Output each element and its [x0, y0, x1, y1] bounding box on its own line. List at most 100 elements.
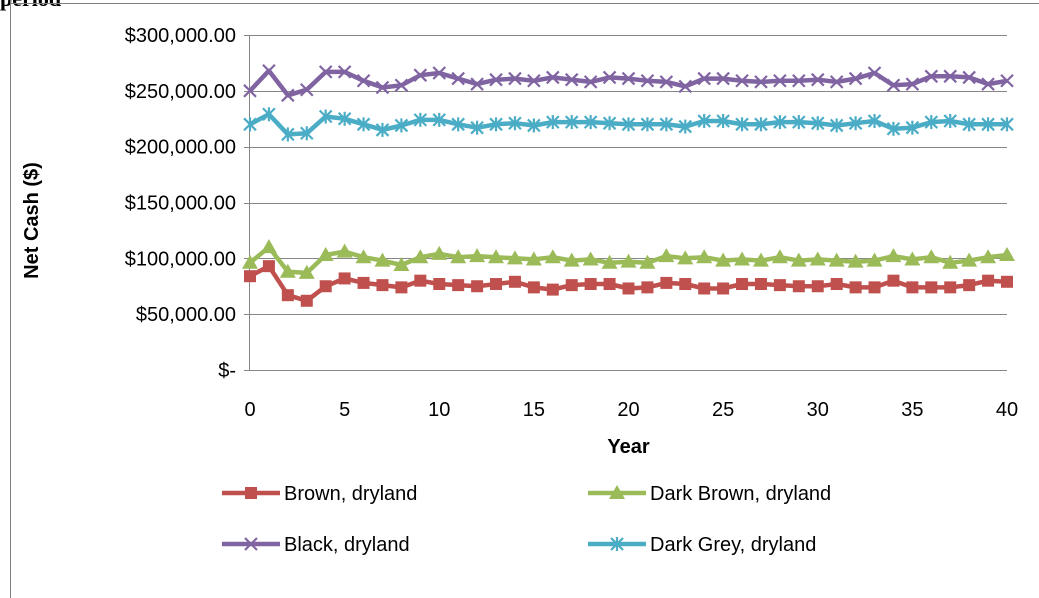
- series-group: [242, 63, 1015, 307]
- data-point-s1-15: [525, 251, 542, 266]
- data-point-s0-3: [300, 294, 313, 307]
- data-point-s3-37: [943, 113, 958, 128]
- data-point-s0-27: [754, 278, 767, 291]
- data-point-s1-26: [734, 251, 751, 266]
- y-tick-label-3: $150,000.00: [125, 193, 236, 215]
- data-point-s2-9: [413, 68, 428, 82]
- data-point-s3-24: [697, 113, 711, 128]
- data-point-s0-23: [679, 278, 692, 291]
- data-point-s1-6: [355, 249, 372, 264]
- data-point-s1-17: [563, 252, 580, 267]
- y-tick-label-1: $50,000.00: [136, 304, 236, 326]
- data-point-s3-39: [981, 117, 995, 132]
- data-point-s3-19: [602, 116, 617, 131]
- data-point-s2-36: [924, 69, 939, 84]
- data-point-s0-33: [868, 281, 881, 294]
- data-point-s1-34: [885, 248, 902, 263]
- data-point-s0-37: [944, 281, 957, 294]
- data-point-s1-18: [582, 251, 599, 266]
- data-point-s3-2: [281, 127, 295, 142]
- data-point-s1-10: [431, 245, 448, 260]
- data-point-s2-28: [773, 74, 787, 88]
- data-point-s1-21: [639, 254, 656, 269]
- data-point-s1-23: [677, 250, 694, 265]
- data-point-s0-14: [508, 275, 521, 288]
- data-point-s1-13: [488, 249, 505, 264]
- data-point-s2-34: [886, 78, 901, 93]
- data-point-s1-40: [999, 246, 1015, 261]
- x-tick-label-3: 15: [523, 399, 545, 421]
- data-point-s0-20: [622, 282, 635, 295]
- data-point-s1-16: [544, 249, 561, 264]
- data-point-s1-2: [279, 263, 296, 278]
- y-tick-label-0: $-: [218, 360, 236, 382]
- legend-label-0: Brown, dryland: [284, 483, 417, 505]
- data-point-s0-32: [849, 281, 862, 294]
- data-point-s0-18: [584, 278, 597, 291]
- data-point-s3-13: [489, 117, 503, 132]
- data-point-s1-35: [904, 251, 921, 266]
- data-point-s1-0: [242, 254, 258, 269]
- data-point-s2-24: [697, 71, 711, 86]
- data-point-s2-2: [281, 88, 295, 103]
- data-point-s0-8: [395, 281, 408, 294]
- data-point-s2-16: [546, 70, 560, 85]
- data-point-s3-0: [243, 117, 257, 132]
- data-point-s0-28: [773, 279, 786, 292]
- data-point-s2-18: [583, 75, 598, 89]
- series-0: [244, 260, 1013, 307]
- data-point-s3-5: [337, 111, 352, 126]
- data-point-s1-4: [317, 246, 334, 261]
- data-point-s0-30: [811, 280, 824, 293]
- data-point-s1-25: [715, 252, 732, 267]
- data-point-s3-34: [886, 121, 901, 136]
- data-point-s0-19: [603, 278, 616, 291]
- legend-item-1: Dark Brown, dryland: [588, 483, 831, 505]
- y-tick-label-6: $300,000.00: [125, 25, 236, 47]
- y-tick-label-2: $100,000.00: [125, 248, 236, 270]
- data-point-s2-19: [602, 70, 617, 85]
- data-point-s0-0: [244, 270, 256, 283]
- data-point-s1-3: [298, 264, 315, 279]
- data-point-s3-18: [583, 115, 598, 130]
- data-point-s3-23: [678, 119, 693, 134]
- data-point-s1-8: [393, 257, 410, 272]
- data-point-s1-5: [336, 243, 353, 258]
- data-point-s1-19: [601, 254, 618, 269]
- data-point-s3-29: [792, 115, 806, 130]
- data-point-s1-12: [469, 248, 486, 263]
- data-point-s0-38: [963, 279, 976, 292]
- data-point-s0-12: [471, 280, 484, 293]
- data-point-s2-38: [962, 70, 976, 85]
- data-point-s0-25: [717, 282, 730, 295]
- data-point-s1-39: [980, 249, 997, 264]
- data-point-s3-30: [810, 116, 825, 131]
- data-point-s3-7: [375, 122, 390, 137]
- x-tick-label-0: 0: [244, 399, 255, 421]
- data-point-s1-24: [696, 249, 713, 264]
- data-point-s3-14: [508, 116, 522, 131]
- data-point-s0-17: [565, 279, 578, 292]
- legend-swatch-marker-3: [610, 537, 624, 551]
- data-point-s2-35: [905, 77, 920, 91]
- data-point-s3-40: [1000, 117, 1014, 132]
- page-caption: period: [0, 0, 61, 12]
- data-point-s0-21: [641, 281, 654, 294]
- data-point-s2-29: [792, 74, 806, 88]
- data-point-s1-37: [942, 254, 959, 269]
- data-point-s3-32: [848, 116, 863, 131]
- data-point-s1-22: [658, 248, 675, 263]
- data-point-s0-4: [319, 280, 332, 293]
- data-point-s2-23: [678, 79, 693, 94]
- data-point-s2-40: [1000, 74, 1014, 88]
- data-point-s2-33: [867, 66, 882, 80]
- data-point-s3-31: [829, 118, 844, 133]
- data-point-s3-4: [318, 109, 333, 124]
- data-point-s1-38: [961, 252, 978, 267]
- legend-label-3: Dark Grey, dryland: [650, 534, 816, 556]
- legend-swatch-marker-0: [245, 487, 257, 499]
- data-point-s0-15: [527, 281, 540, 294]
- data-point-s2-31: [829, 75, 844, 89]
- series-3: [243, 107, 1014, 142]
- data-point-s2-25: [716, 71, 730, 86]
